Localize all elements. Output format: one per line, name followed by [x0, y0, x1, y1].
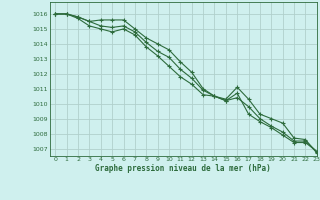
X-axis label: Graphe pression niveau de la mer (hPa): Graphe pression niveau de la mer (hPa) [95, 164, 271, 173]
